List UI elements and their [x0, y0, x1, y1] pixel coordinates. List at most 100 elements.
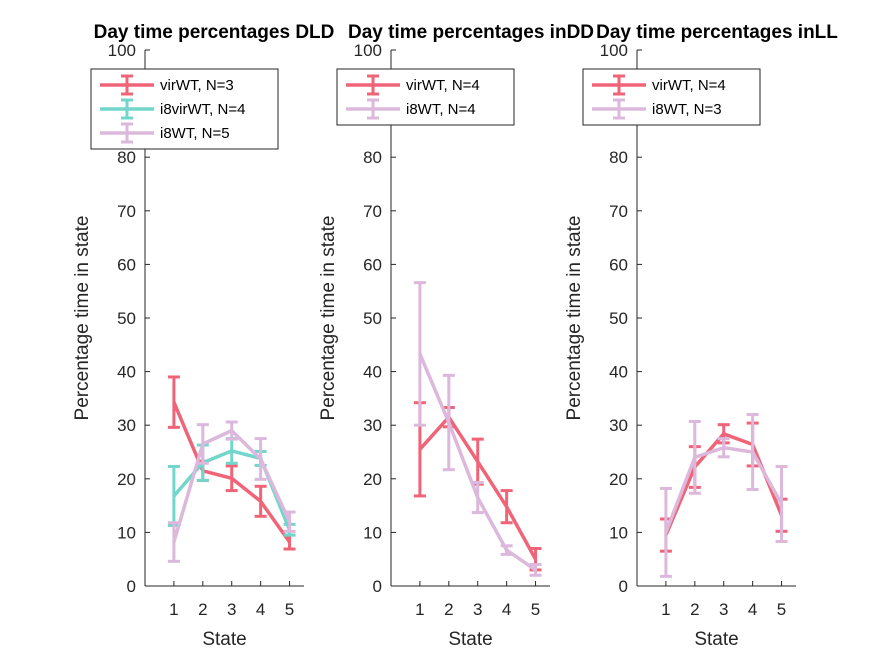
data-point [418, 352, 422, 356]
data-point [418, 447, 422, 451]
data-point [230, 449, 234, 453]
x-tick-label: 2 [198, 600, 207, 619]
y-axis-label: Percentage time in state [318, 216, 339, 421]
x-tick-label: 1 [169, 600, 178, 619]
data-point [751, 450, 755, 454]
data-point [534, 557, 538, 561]
data-point [259, 499, 263, 503]
legend-box [582, 68, 761, 126]
chart-panel-3: 010203040506070809010012345StatePercenta… [564, 22, 838, 650]
data-point [172, 494, 176, 498]
y-axis-label: Percentage time in state [564, 216, 585, 421]
y-tick-label: 80 [363, 148, 382, 167]
x-tick-label: 5 [285, 600, 294, 619]
y-tick-label: 20 [609, 470, 628, 489]
y-tick-label: 60 [117, 255, 136, 274]
legend-entry-label: i8WT, N=4 [406, 101, 476, 118]
y-tick-label: 20 [117, 470, 136, 489]
y-tick-label: 0 [373, 577, 382, 596]
y-tick-label: 50 [363, 309, 382, 328]
x-tick-label: 5 [777, 600, 786, 619]
series-line [664, 445, 784, 534]
y-tick-label: 60 [609, 255, 628, 274]
data-point [780, 502, 784, 506]
chart-panel-2: 010203040506070809010012345StatePercenta… [318, 22, 594, 650]
legend-box [336, 68, 515, 126]
x-axis-label: State [448, 629, 492, 650]
x-tick-label: 4 [748, 600, 757, 619]
data-point [172, 400, 176, 404]
y-tick-label: 0 [619, 577, 628, 596]
legend-entry-label: virWT, N=4 [652, 77, 726, 94]
series-2 [659, 412, 788, 578]
chart-title: Day time percentages inDD [348, 22, 594, 43]
y-tick-label: 40 [117, 363, 136, 382]
data-point [288, 520, 292, 524]
x-tick-label: 3 [719, 600, 728, 619]
data-point [505, 548, 509, 552]
y-tick-label: 30 [609, 416, 628, 435]
x-axis-label: State [202, 629, 246, 650]
x-tick-label: 1 [415, 600, 424, 619]
y-tick-label: 30 [363, 416, 382, 435]
x-axis-label: State [694, 629, 738, 650]
legend-entry-label: virWT, N=3 [160, 77, 234, 94]
data-point [230, 476, 234, 480]
data-point [693, 455, 697, 459]
y-tick-label: 70 [609, 202, 628, 221]
series-3 [167, 420, 296, 563]
y-axis-label: Percentage time in state [72, 216, 93, 421]
y-tick-label: 100 [108, 41, 136, 60]
y-tick-label: 50 [609, 309, 628, 328]
x-tick-label: 4 [256, 600, 265, 619]
y-tick-label: 100 [600, 41, 628, 60]
legend-entry-label: i8WT, N=5 [160, 125, 230, 142]
data-point [722, 446, 726, 450]
y-tick-label: 80 [117, 148, 136, 167]
x-tick-label: 2 [690, 600, 699, 619]
y-tick-label: 100 [354, 41, 382, 60]
y-tick-label: 0 [127, 577, 136, 596]
chart-panel-1: 010203040506070809010012345StatePercenta… [72, 22, 334, 650]
y-tick-label: 20 [363, 470, 382, 489]
series-2 [413, 281, 542, 577]
y-tick-label: 80 [609, 148, 628, 167]
data-point [288, 540, 292, 544]
chart-title: Day time percentages inLL [596, 22, 838, 43]
x-tick-label: 3 [473, 600, 482, 619]
y-tick-label: 10 [609, 523, 628, 542]
legend: virWT, N=4 i8WT, N=3 [582, 68, 761, 126]
x-tick-label: 5 [531, 600, 540, 619]
data-point [476, 460, 480, 464]
data-point [476, 496, 480, 500]
y-tick-label: 40 [609, 363, 628, 382]
y-tick-label: 60 [363, 255, 382, 274]
data-point [722, 432, 726, 436]
x-tick-label: 2 [444, 600, 453, 619]
data-point [259, 457, 263, 461]
legend-entry-label: i8WT, N=3 [652, 101, 722, 118]
y-tick-label: 40 [363, 363, 382, 382]
x-tick-label: 1 [661, 600, 670, 619]
y-tick-label: 30 [117, 416, 136, 435]
legend-entry-label: virWT, N=4 [406, 77, 480, 94]
data-point [664, 530, 668, 534]
data-point [201, 442, 205, 446]
y-tick-label: 10 [117, 523, 136, 542]
y-tick-label: 10 [363, 523, 382, 542]
y-tick-label: 70 [363, 202, 382, 221]
data-point [447, 421, 451, 425]
y-tick-label: 50 [117, 309, 136, 328]
legend: virWT, N=3 i8virWT, N=4 i8WT, N=5 [90, 68, 279, 150]
data-point [534, 568, 538, 572]
data-point [505, 505, 509, 509]
data-point [230, 429, 234, 433]
chart-title: Day time percentages DLD [94, 22, 335, 43]
data-point [172, 540, 176, 544]
y-tick-label: 70 [117, 202, 136, 221]
legend: virWT, N=4 i8WT, N=4 [336, 68, 515, 126]
x-tick-label: 4 [502, 600, 511, 619]
legend-entry-label: i8virWT, N=4 [160, 101, 245, 118]
x-tick-label: 3 [227, 600, 236, 619]
